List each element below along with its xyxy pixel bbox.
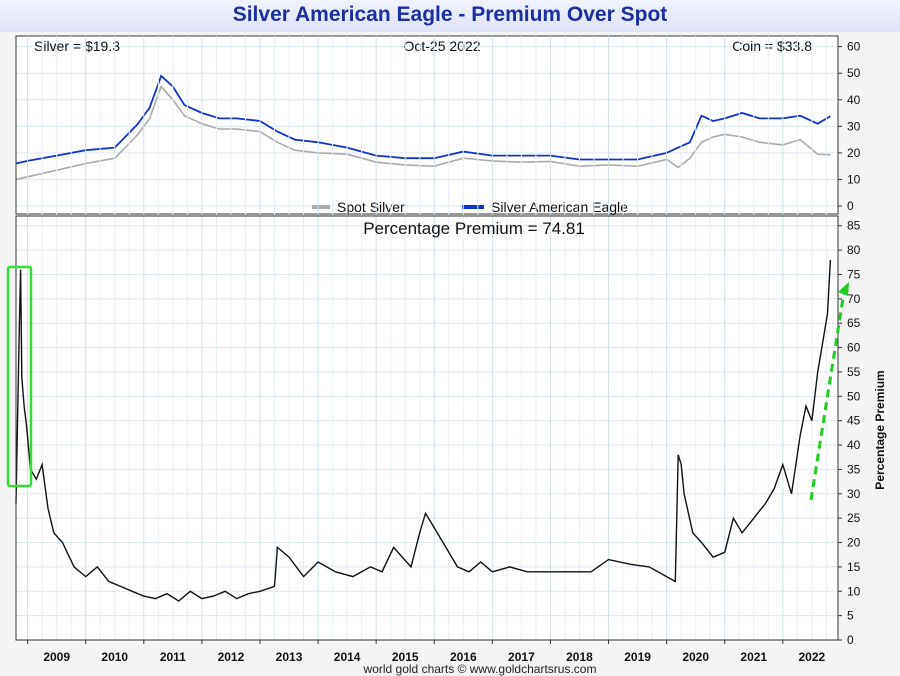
x-tick-label: 2009 [43, 650, 70, 664]
bottom-y-tick-label: 20 [847, 536, 861, 550]
bottom-y-tick-label: 50 [847, 389, 861, 403]
top-y-tick-label: 10 [847, 172, 861, 186]
premium-line [15, 259, 832, 602]
bottom-y-tick-label: 55 [847, 365, 861, 379]
top-y-tick-label: 0 [847, 199, 854, 213]
bottom-y-tick-label: 35 [847, 462, 861, 476]
trend-arrow-line [809, 291, 846, 501]
x-tick-label: 2011 [160, 650, 186, 664]
bottom-x-axis: 2009 2010 2011 2012 2013 2014 2015 2016 2017 2018… [27, 640, 826, 664]
bottom-y-tick-label: 40 [847, 438, 861, 452]
bottom-grid [16, 36, 838, 641]
bottom-y-tick-label: 85 [847, 219, 861, 233]
x-tick-label: 2017 [508, 650, 535, 664]
bottom-y-tick-label: 70 [847, 292, 861, 306]
x-tick-label: 2020 [682, 650, 709, 664]
bottom-y-tick-label: 75 [847, 267, 861, 281]
legend-eagle-label: Silver American Eagle [491, 199, 628, 215]
bottom-y-tick-label: 10 [847, 584, 861, 598]
bottom-plot-area [16, 216, 838, 640]
x-tick-label: 2021 [740, 650, 767, 664]
x-tick-label: 2015 [392, 650, 419, 664]
top-plot-frame [15, 35, 839, 215]
legend-spot-silver-label: Spot Silver [337, 199, 405, 215]
trend-arrow-head [838, 282, 849, 296]
top-y-tick-label: 40 [847, 93, 861, 107]
silver-price-label: Silver = $19.3 [34, 38, 120, 54]
coin-price-label: Coin = $33.8 [732, 38, 812, 54]
bottom-y-tick-label: 45 [847, 414, 861, 428]
x-tick-label: 2010 [101, 650, 128, 664]
bottom-y-tick-label: 25 [847, 511, 861, 525]
top-y-tick-label: 30 [847, 119, 861, 133]
top-y-tick-label: 50 [847, 66, 861, 80]
bottom-y-tick-label: 5 [847, 609, 854, 623]
x-tick-label: 2013 [276, 650, 303, 664]
x-tick-label: 2016 [450, 650, 477, 664]
chart-date-label: Oct-25 2022 [403, 38, 480, 54]
top-plot-area [16, 36, 838, 214]
x-tick-label: 2022 [799, 650, 826, 664]
top-y-tick-label: 60 [847, 40, 861, 54]
x-tick-label: 2019 [624, 650, 651, 664]
top-y-tick-label: 20 [847, 146, 861, 160]
top-y-axis: 0 10 20 30 40 50 60 [838, 40, 861, 213]
x-tick-label: 2014 [334, 650, 361, 664]
premium-title: Percentage Premium = 74.81 [363, 219, 585, 238]
bottom-y-tick-label: 65 [847, 316, 861, 330]
bottom-y-tick-label: 30 [847, 487, 861, 501]
x-tick-label: 2012 [218, 650, 245, 664]
spike-highlight-box [6, 265, 33, 488]
footer-credit: world gold charts © www.goldchartsrus.co… [363, 662, 597, 676]
bottom-y-tick-label: 60 [847, 341, 861, 355]
x-tick-label: 2018 [566, 650, 593, 664]
page-title: Silver American Eagle - Premium Over Spo… [0, 0, 900, 32]
premium-series-group [15, 259, 832, 602]
bottom-y-tick-label: 15 [847, 560, 861, 574]
bottom-plot-frame [15, 215, 839, 641]
bottom-y-tick-label: 80 [847, 243, 861, 257]
bottom-y-tick-label: 0 [847, 633, 854, 647]
premium-y-axis-label: Percentage Premium [873, 370, 887, 489]
bottom-y-axis: 0 5 10 15 20 25 30 35 40 45 50 55 60 65 70 75 80 85 [838, 219, 861, 647]
